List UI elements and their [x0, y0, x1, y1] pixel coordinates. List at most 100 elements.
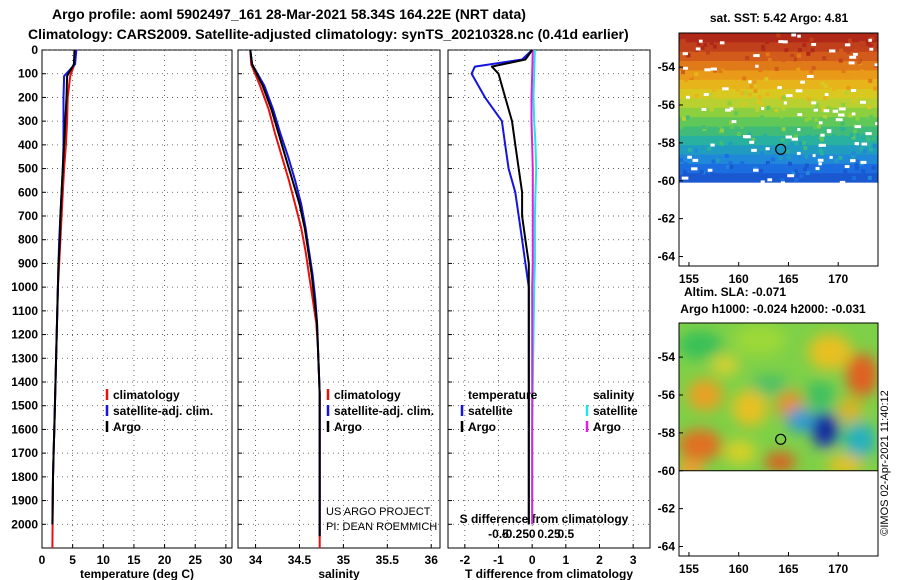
sst-missing-pixel [785, 94, 793, 98]
sla-blob [687, 379, 723, 411]
sst-pixel [816, 124, 821, 129]
sst-pixel [801, 66, 806, 71]
sst-pixel [729, 164, 734, 169]
sst-pixel [825, 175, 830, 180]
sst-missing-pixel [860, 160, 867, 164]
sst-missing-pixel [722, 87, 729, 91]
sst-pixel [694, 93, 699, 98]
sst-band [679, 126, 878, 137]
x-tick-label: 34 [249, 553, 263, 567]
sst-pixel [807, 116, 812, 121]
sst-pixel [753, 83, 758, 88]
map2-subtitle: Argo h1000: -0.024 h2000: -0.031 [680, 302, 866, 316]
sst-missing-pixel [851, 112, 856, 116]
sst-missing-pixel [778, 40, 784, 44]
sst-pixel [823, 129, 828, 134]
y-tick-label: 800 [18, 233, 38, 247]
sla-blob [752, 375, 788, 395]
x-tick-label: -1 [493, 553, 504, 567]
sst-pixel [803, 143, 808, 148]
sst-missing-pixel [698, 39, 703, 43]
sst-pixel [870, 139, 875, 144]
sst-missing-pixel [725, 108, 732, 112]
sst-pixel [693, 148, 698, 153]
sst-pixel [838, 58, 843, 63]
sst-pixel [725, 131, 730, 136]
sst-pixel [790, 54, 795, 59]
sst-pixel [759, 101, 764, 106]
sst-pixel [856, 60, 861, 65]
y-tick-label: 900 [18, 256, 38, 270]
legend-satellite-adj-label: satellite-adj. clim. [113, 404, 213, 418]
y-tick-label: 1300 [11, 351, 38, 365]
x-tick-label: 35 [337, 553, 351, 567]
map-y-tick-label: -60 [658, 464, 676, 478]
sst-pixel [852, 99, 857, 104]
sst-pixel [725, 168, 730, 173]
map-x-tick-label: 160 [729, 562, 749, 576]
sst-pixel [724, 153, 729, 158]
sst-pixel [829, 87, 834, 92]
sst-pixel [741, 180, 746, 185]
sst-pixel [818, 75, 823, 80]
map-x-tick-label: 160 [729, 272, 749, 286]
sst-pixel [707, 146, 712, 151]
secondary-x-tick-label: 0.5 [557, 527, 574, 541]
sst-pixel [839, 48, 844, 53]
y-tick-label: 300 [18, 114, 38, 128]
y-tick-label: 1600 [11, 422, 38, 436]
x-tick-label: 36 [425, 553, 439, 567]
series-argo [249, 49, 321, 537]
sst-pixel [850, 128, 855, 133]
legend-argo-label: Argo [334, 420, 362, 434]
sst-pixel [804, 163, 809, 168]
sst-pixel [711, 87, 716, 92]
sst-pixel [747, 132, 752, 137]
sst-pixel [773, 111, 778, 116]
sst-missing-pixel [850, 89, 857, 93]
sst-pixel [861, 41, 866, 46]
sst-missing-pixel [835, 118, 843, 122]
sla-blob [808, 334, 852, 370]
sst-pixel [834, 158, 839, 163]
map-y-tick-label: -58 [658, 136, 676, 150]
sst-missing-pixel [749, 140, 755, 144]
series-t-argo [490, 49, 534, 525]
sst-pixel [765, 40, 770, 45]
secondary-x-tick-label: -0.5 [488, 527, 509, 541]
sst-pixel [776, 33, 781, 38]
sst-pixel [842, 176, 847, 181]
sst-pixel [740, 161, 745, 166]
sst-missing-pixel [829, 155, 833, 159]
sst-missing-pixel [812, 154, 816, 158]
map1-title: sat. SST: 5.42 Argo: 4.81 [710, 11, 849, 25]
sst-pixel [838, 155, 843, 160]
y-tick-label: 1100 [12, 304, 38, 318]
sst-pixel [739, 124, 744, 129]
sst-pixel [840, 121, 845, 126]
map-x-tick-label: 165 [778, 562, 798, 576]
map-y-tick-label: -56 [658, 98, 676, 112]
legend-s-argo-label: Argo [593, 420, 621, 434]
sst-pixel [805, 139, 810, 144]
x-axis-label: salinity [318, 567, 360, 580]
x-axis-label: T difference from climatology [465, 567, 633, 580]
secondary-x-tick-label: 0.25 [537, 527, 561, 541]
sla-blob [838, 398, 862, 422]
sst-noise [679, 33, 878, 187]
sst-pixel [718, 123, 723, 128]
series-argo [51, 49, 76, 525]
sst-pixel [809, 37, 814, 42]
sst-pixel [851, 154, 856, 159]
sst-pixel [873, 86, 878, 91]
sst-pixel [781, 127, 786, 132]
sst-missing-pixel [861, 142, 868, 146]
sst-pixel [876, 38, 878, 43]
sst-pixel [771, 33, 776, 38]
annotation-project: US ARGO PROJECT [326, 506, 431, 518]
sst-pixel [865, 92, 870, 97]
sst-missing-pixel [811, 101, 817, 105]
sst-pixel [790, 56, 795, 61]
sst-pixel [766, 148, 771, 153]
series-s-argo [530, 49, 534, 525]
